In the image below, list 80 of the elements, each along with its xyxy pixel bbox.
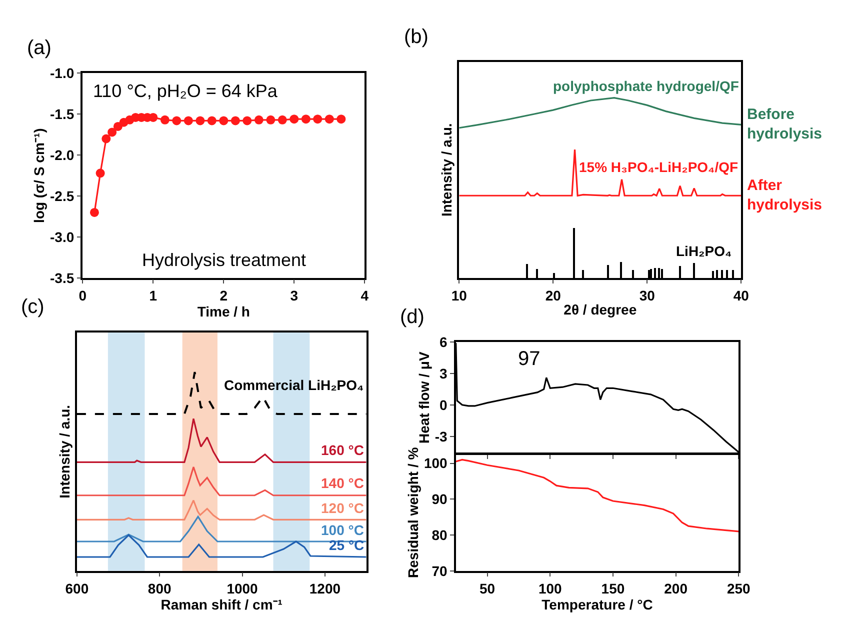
series-label: LiH₂PO₄ (676, 243, 732, 259)
x-tick-label: 3 (290, 288, 298, 304)
point (184, 116, 193, 126)
point (90, 208, 99, 217)
point (242, 116, 252, 126)
y-tick-label: 80 (432, 526, 448, 543)
x-tick-label: 600 (65, 580, 89, 596)
point (324, 114, 334, 124)
point (313, 114, 322, 124)
x-tick-label: 1200 (309, 580, 341, 596)
series-label: 140 °C (321, 475, 364, 491)
point (230, 116, 240, 126)
x-tick-label: 4 (360, 288, 369, 304)
x-tick-label: 0 (78, 288, 87, 304)
y-axis-title: Heat flow / μV (416, 351, 432, 444)
point (278, 115, 287, 124)
annotation: 110 °C, pH₂O = 64 kPa (93, 81, 278, 101)
x-tick-label: 1000 (226, 580, 258, 596)
y-tick-label: 100 (424, 455, 448, 472)
x-tick-label: 250 (726, 580, 751, 596)
x-axis-title: Temperature / °C (542, 596, 653, 612)
x-tick-label: 1 (149, 288, 158, 304)
y-axis-title: Intensity / a.u. (438, 123, 455, 217)
x-tick-label: 200 (664, 580, 688, 596)
point (102, 134, 111, 144)
y-axis-title: Intensity / a.u. (56, 404, 72, 498)
series-label: 15% H₃PO₄-LiH₂PO₄/QF (579, 159, 739, 175)
point (108, 128, 117, 137)
y-axis-title: Residual weight / % (405, 446, 422, 578)
annotation: 97 (518, 348, 540, 370)
text: Before hydrolysis (747, 106, 822, 142)
x-tick-label: 20 (545, 288, 562, 304)
point (207, 116, 216, 126)
chart-title: (b) (404, 26, 428, 48)
point (254, 115, 264, 124)
x-tick-label: 10 (451, 288, 468, 304)
series-label: polyphosphate hydrogel/QF (553, 78, 740, 94)
x-axis-title: Raman shift / cm⁻¹ (160, 596, 283, 612)
x-tick-label: 150 (601, 580, 625, 596)
y-tick-label: -1.5 (50, 106, 74, 122)
series-label: Commercial LiH₂PO₄ (224, 377, 364, 393)
point (219, 116, 228, 126)
y-tick-label: -3.0 (50, 228, 74, 245)
series-label: 160 °C (321, 442, 364, 458)
y-tick-label: -2.0 (50, 147, 74, 164)
line-series (456, 458, 739, 532)
point (301, 114, 310, 124)
chart-title: (c) (21, 296, 44, 318)
point (290, 114, 299, 124)
series-label: 120 °C (321, 500, 364, 516)
x-tick-label: 50 (480, 580, 496, 596)
x-axis-title: 2θ / degree (564, 301, 637, 318)
y-tick-label: -1.0 (50, 65, 74, 82)
y-tick-label: -3.5 (50, 270, 74, 286)
series-label: 100 °C (321, 522, 364, 538)
point (196, 116, 205, 126)
x-tick-label: 30 (639, 288, 656, 304)
annotation: Hydrolysis treatment (142, 250, 306, 270)
y-tick-label: 70 (432, 562, 448, 579)
x-tick-label: 2 (220, 288, 228, 304)
y-tick-label: -3 (434, 428, 448, 444)
y-tick-label: -2.5 (50, 188, 74, 204)
y-tick-label: 0 (440, 396, 448, 413)
chart-title: (a) (27, 37, 52, 59)
point (172, 116, 182, 126)
y-tick-label: 6 (440, 334, 448, 350)
y-axis-title: log (σ/ S cm⁻¹) (31, 128, 48, 223)
series-label: 25 °C (329, 537, 364, 553)
point (160, 115, 170, 124)
text: After hydrolysis (747, 177, 822, 214)
chart-title: (d) (400, 306, 424, 328)
x-tick-label: 40 (733, 288, 750, 304)
x-axis-title: Time / h (197, 304, 250, 320)
y-tick-label: 90 (432, 491, 448, 508)
point (96, 168, 105, 178)
x-tick-label: 800 (148, 580, 172, 596)
x-tick-label: 100 (538, 580, 562, 596)
y-tick-label: 3 (440, 365, 448, 382)
point (336, 114, 346, 124)
point (266, 115, 276, 124)
